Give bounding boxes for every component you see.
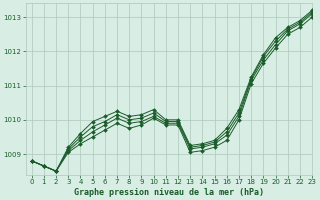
X-axis label: Graphe pression niveau de la mer (hPa): Graphe pression niveau de la mer (hPa) xyxy=(74,188,264,197)
